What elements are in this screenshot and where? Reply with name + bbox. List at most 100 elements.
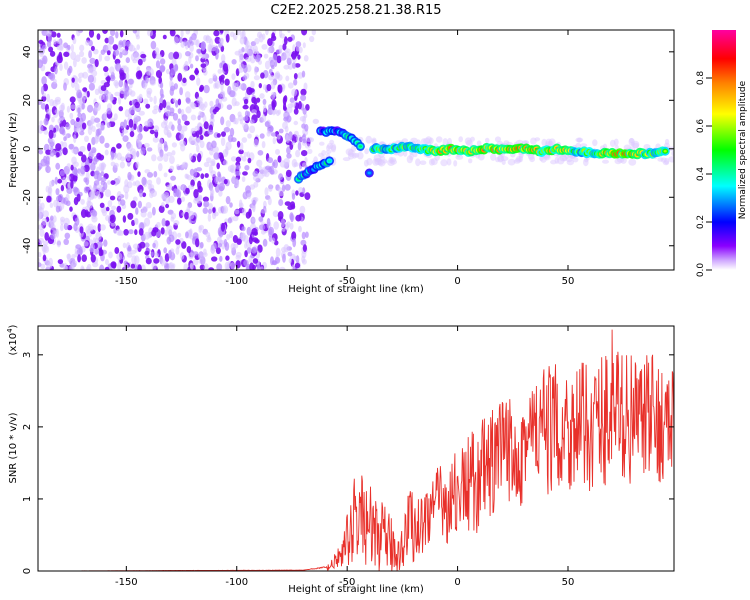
noise-cell <box>244 110 249 118</box>
halo-cell <box>342 157 351 162</box>
noise-cell <box>140 264 146 270</box>
noise-cell <box>159 149 164 158</box>
noise-cell <box>212 73 217 79</box>
noise-cell <box>205 231 211 238</box>
noise-cell <box>166 129 172 138</box>
halo-cell <box>382 159 388 164</box>
noise-cell <box>305 231 309 238</box>
noise-cell <box>177 232 182 238</box>
noise-cell <box>213 152 220 160</box>
noise-cell <box>249 119 255 124</box>
noise-cell <box>158 205 165 213</box>
noise-cell <box>194 125 201 131</box>
noise-cell <box>163 229 168 236</box>
halo-cell <box>428 158 435 166</box>
noise-cell <box>104 142 110 148</box>
noise-cell <box>66 253 71 260</box>
noise-cell <box>163 172 168 178</box>
noise-cell <box>70 104 76 110</box>
halo-cell <box>420 138 427 146</box>
noise-cell <box>147 179 153 186</box>
noise-cell <box>54 176 58 185</box>
x-tick-label: -50 <box>339 276 355 287</box>
noise-cell <box>299 205 306 214</box>
noise-cell <box>80 112 86 122</box>
noise-cell <box>209 100 214 107</box>
noise-cell <box>122 215 127 223</box>
noise-cell <box>175 100 179 108</box>
noise-cell <box>111 151 115 160</box>
noise-cell <box>79 145 86 153</box>
noise-cell <box>186 246 192 253</box>
halo-cell <box>592 139 598 147</box>
noise-cell <box>284 161 290 166</box>
noise-cell <box>238 149 244 155</box>
noise-cell <box>150 40 157 50</box>
noise-cell <box>173 220 180 226</box>
noise-cell <box>185 51 191 57</box>
spectrogram-xlabel: Height of straight line (km) <box>288 284 424 295</box>
noise-cell <box>185 173 190 180</box>
noise-cell <box>312 118 319 125</box>
noise-cell <box>223 238 228 248</box>
noise-cell <box>110 261 117 269</box>
noise-cell <box>53 199 59 208</box>
halo-cell <box>412 152 418 158</box>
noise-cell <box>276 266 280 270</box>
noise-cell <box>197 153 202 163</box>
noise-cell <box>137 139 142 148</box>
noise-cell <box>242 64 248 74</box>
noise-cell <box>114 247 120 254</box>
halo-cell <box>541 138 547 147</box>
noise-cell <box>118 79 124 88</box>
noise-cell <box>252 258 259 264</box>
noise-cell <box>304 124 309 132</box>
noise-cell <box>88 30 95 38</box>
noise-cell <box>297 54 301 60</box>
noise-cell <box>42 254 47 262</box>
noise-cell <box>242 104 249 110</box>
noise-cell <box>279 30 283 38</box>
noise-cell <box>127 78 134 85</box>
noise-cell <box>73 75 79 85</box>
noise-cell <box>120 199 126 206</box>
halo-cell <box>307 148 313 154</box>
x-tick-label: 50 <box>562 276 575 287</box>
noise-cell <box>163 118 168 126</box>
noise-cell <box>282 43 287 51</box>
noise-cell <box>73 168 78 176</box>
halo-cell <box>464 137 472 145</box>
noise-cell <box>303 82 308 91</box>
noise-cell <box>128 107 135 115</box>
signal-cell <box>358 145 362 148</box>
noise-cell <box>200 63 207 68</box>
noise-cell <box>293 162 299 167</box>
noise-cell <box>123 184 130 194</box>
halo-cell <box>390 159 397 165</box>
noise-cell <box>230 156 237 162</box>
noise-cell <box>99 264 105 270</box>
noise-cell <box>169 155 175 164</box>
noise-cell <box>76 89 82 99</box>
noise-cell <box>158 163 163 172</box>
y-tick-label: 3 <box>22 352 33 358</box>
noise-cell <box>250 80 255 89</box>
colorbar-ticks: 0.0 0.2 0.4 0.6 0.8 <box>696 71 712 277</box>
noise-cell <box>134 229 138 236</box>
halo-cell <box>494 136 502 143</box>
noise-cell <box>107 91 112 100</box>
y-tick-label: -40 <box>22 238 33 254</box>
noise-cell <box>125 57 130 64</box>
noise-cell <box>212 207 216 214</box>
noise-cell <box>253 138 259 148</box>
noise-cell <box>221 54 226 63</box>
noise-cell <box>295 214 302 222</box>
noise-cell <box>260 72 265 79</box>
noise-cell <box>195 55 199 62</box>
noise-cell <box>106 122 111 128</box>
snr-panel: -150 -100 -50 0 50 0 1 2 3 Height of straight li… <box>6 324 675 595</box>
noise-cell <box>213 30 220 37</box>
noise-cell <box>244 48 250 54</box>
noise-cell <box>72 186 79 193</box>
